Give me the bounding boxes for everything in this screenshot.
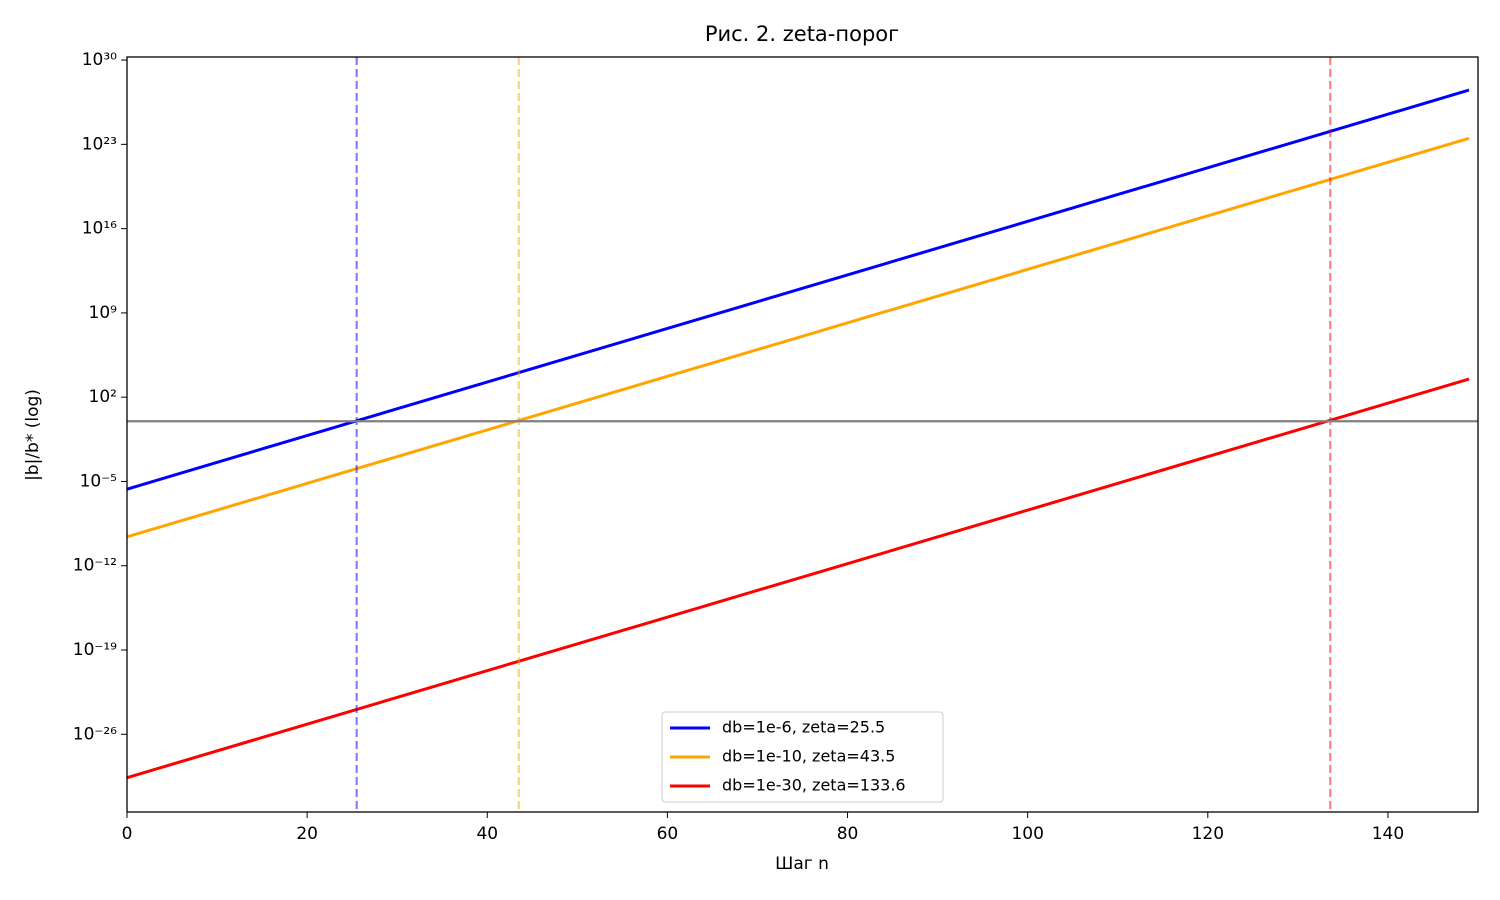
x-tick-label: 20: [296, 824, 318, 844]
y-tick-label: 10⁻¹²: [73, 556, 117, 576]
y-tick-label: 10⁻²⁶: [73, 724, 117, 744]
x-tick-label: 0: [122, 824, 133, 844]
x-tick-label: 120: [1192, 824, 1224, 844]
y-tick-label: 10⁻⁵: [80, 471, 117, 491]
x-tick-label: 80: [837, 824, 859, 844]
legend-label: db=1e-10, zeta=43.5: [722, 747, 895, 766]
series-line: [126, 377, 1470, 780]
y-tick-label: 10²: [89, 387, 117, 407]
y-tick-label: 10³⁰: [82, 50, 117, 70]
legend-label: db=1e-30, zeta=133.6: [722, 776, 906, 795]
legend-label: db=1e-6, zeta=25.5: [722, 718, 885, 737]
x-tick-label: 140: [1372, 824, 1404, 844]
y-axis-label: |b|/b* (log): [23, 389, 43, 481]
x-tick-label: 100: [1011, 824, 1043, 844]
series-line: [126, 136, 1470, 539]
legend-box: [661, 711, 944, 803]
plot-frame: [126, 56, 1479, 813]
y-tick-label: 10¹⁶: [82, 219, 117, 239]
x-axis-label: Шаг n: [775, 854, 829, 874]
y-tick-label: 10²³: [82, 134, 117, 154]
x-tick-label: 40: [476, 824, 498, 844]
x-tick-label: 60: [657, 824, 679, 844]
chart-title: Рис. 2. zeta-порог: [705, 22, 899, 46]
series-line: [126, 88, 1470, 491]
y-tick-label: 10⁻¹⁹: [73, 640, 117, 660]
y-tick-label: 10⁹: [89, 303, 118, 323]
